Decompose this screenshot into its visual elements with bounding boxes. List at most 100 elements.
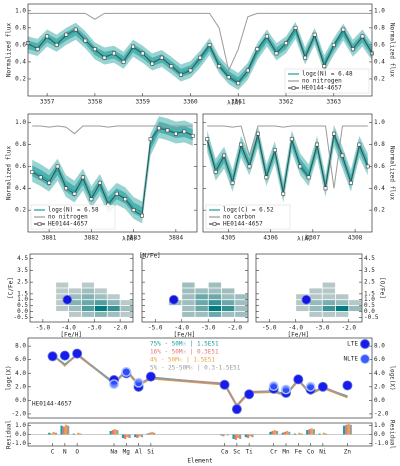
density-cell [235, 305, 248, 312]
residual-bar [153, 432, 156, 435]
residual-bar [246, 434, 250, 439]
density-cell [335, 311, 349, 317]
y-tick-label: 0.6 [15, 41, 26, 48]
residual-bar [281, 432, 284, 435]
y-tick-label: 0.5 [17, 302, 28, 309]
legend-label: no carbon [223, 214, 256, 221]
density-cell [208, 294, 222, 300]
observed-point [121, 60, 126, 64]
density-cell [94, 294, 107, 300]
y-tick-label: 8.0 [15, 343, 26, 350]
residual-bar [300, 433, 303, 435]
residual-bar [310, 428, 313, 435]
observed-point [226, 75, 231, 80]
y-tick-label: 0.6 [374, 41, 385, 48]
legend-marker [291, 86, 296, 90]
plot-frame [141, 253, 249, 323]
legend-label: LTE [347, 341, 358, 348]
series-line [206, 132, 369, 194]
x-tick-label: 3360 [183, 99, 198, 106]
y-axis-label: logε(X) [389, 365, 396, 390]
y-tick-label: 1.0 [364, 296, 375, 303]
legend-label: HE0144-4657 [302, 85, 342, 92]
y-axis-label: Normalized flux [389, 146, 396, 201]
y-tick-label: 0.4 [374, 58, 385, 65]
observed-point [148, 137, 153, 142]
residual-bar [148, 432, 151, 435]
observed-point [97, 180, 102, 185]
x-tick-label: 3357 [40, 99, 55, 106]
observed-point [247, 164, 252, 169]
x-tick-label: Cr [270, 449, 278, 456]
y-tick-label: 2.5 [364, 279, 375, 286]
observed-point [114, 191, 119, 196]
density-cell [335, 305, 349, 312]
y-tick-label: -0.5 [14, 314, 29, 321]
y-axis-label: logε(X) [6, 365, 13, 390]
observed-point [360, 34, 365, 39]
y-tick-label: 0.0 [374, 431, 385, 438]
residual-bar [234, 434, 237, 440]
density-cell [309, 311, 322, 317]
y-tick-label: 0.8 [15, 24, 26, 31]
legend-label: 75% - 50M☉ | 1.5E51 [150, 341, 219, 348]
residual-bar [72, 433, 75, 435]
plot-frame [27, 422, 373, 447]
plot-frame [202, 113, 373, 233]
density-cell [309, 300, 322, 306]
density-cell [322, 282, 336, 288]
observed-point [303, 55, 308, 60]
residual-bar [79, 433, 82, 435]
observed-point [315, 142, 319, 147]
observed-point [131, 44, 136, 49]
density-cell [322, 288, 336, 294]
residual-bar [146, 433, 149, 435]
legend-label: logε(N) = 6.58 [48, 207, 99, 214]
observed-point [207, 42, 212, 47]
abundance-point [268, 381, 279, 392]
series-line [32, 125, 193, 135]
y-tick-label: 0.2 [15, 75, 26, 82]
observed-point [178, 72, 183, 77]
residual-bar [220, 434, 223, 436]
residual-bar [128, 434, 131, 439]
observed-point [102, 55, 107, 60]
y-tick-label: 0.5 [364, 302, 375, 309]
abundance-point [231, 404, 242, 415]
density-cell [195, 288, 208, 294]
y-tick-label: 1.0 [15, 119, 26, 126]
residual-bar [275, 430, 279, 435]
y-tick-label: 1.0 [374, 119, 385, 126]
x-tick-label: 3362 [279, 99, 294, 106]
density-cell [322, 300, 336, 306]
density-cell [120, 311, 133, 317]
density-cell [195, 300, 208, 306]
x-tick-label: 3884 [169, 235, 184, 242]
y-tick-label: 4.0 [15, 370, 26, 377]
x-tick-label: Al [135, 449, 143, 456]
y-tick-label: 0.8 [374, 24, 385, 31]
residual-bar [343, 425, 346, 435]
y-axis-label: [O/Fe] [379, 277, 386, 299]
observed-point [331, 42, 336, 47]
y-tick-label: 2.0 [374, 383, 385, 390]
y-axis-label: Normalized flux [6, 146, 13, 201]
y-tick-label: 0.2 [15, 207, 26, 214]
density-cell [56, 288, 69, 294]
y-tick-label: -2.0 [374, 410, 389, 417]
observed-point [245, 68, 250, 73]
observed-point [357, 142, 362, 147]
abundance-point [219, 379, 230, 390]
x-tick-label: -5.0 [262, 325, 277, 332]
observed-point [323, 186, 328, 191]
x-tick-label: Ti [246, 449, 254, 456]
density-cell [182, 305, 195, 312]
x-tick-label: Mn [282, 449, 290, 456]
density-cell [182, 300, 195, 306]
observed-point [236, 81, 241, 86]
x-tick-label: -3.0 [201, 325, 216, 332]
x-tick-label: 4305 [221, 235, 236, 242]
abundance-point [317, 381, 328, 392]
residual-bar [136, 434, 139, 439]
density-cell [56, 294, 69, 300]
